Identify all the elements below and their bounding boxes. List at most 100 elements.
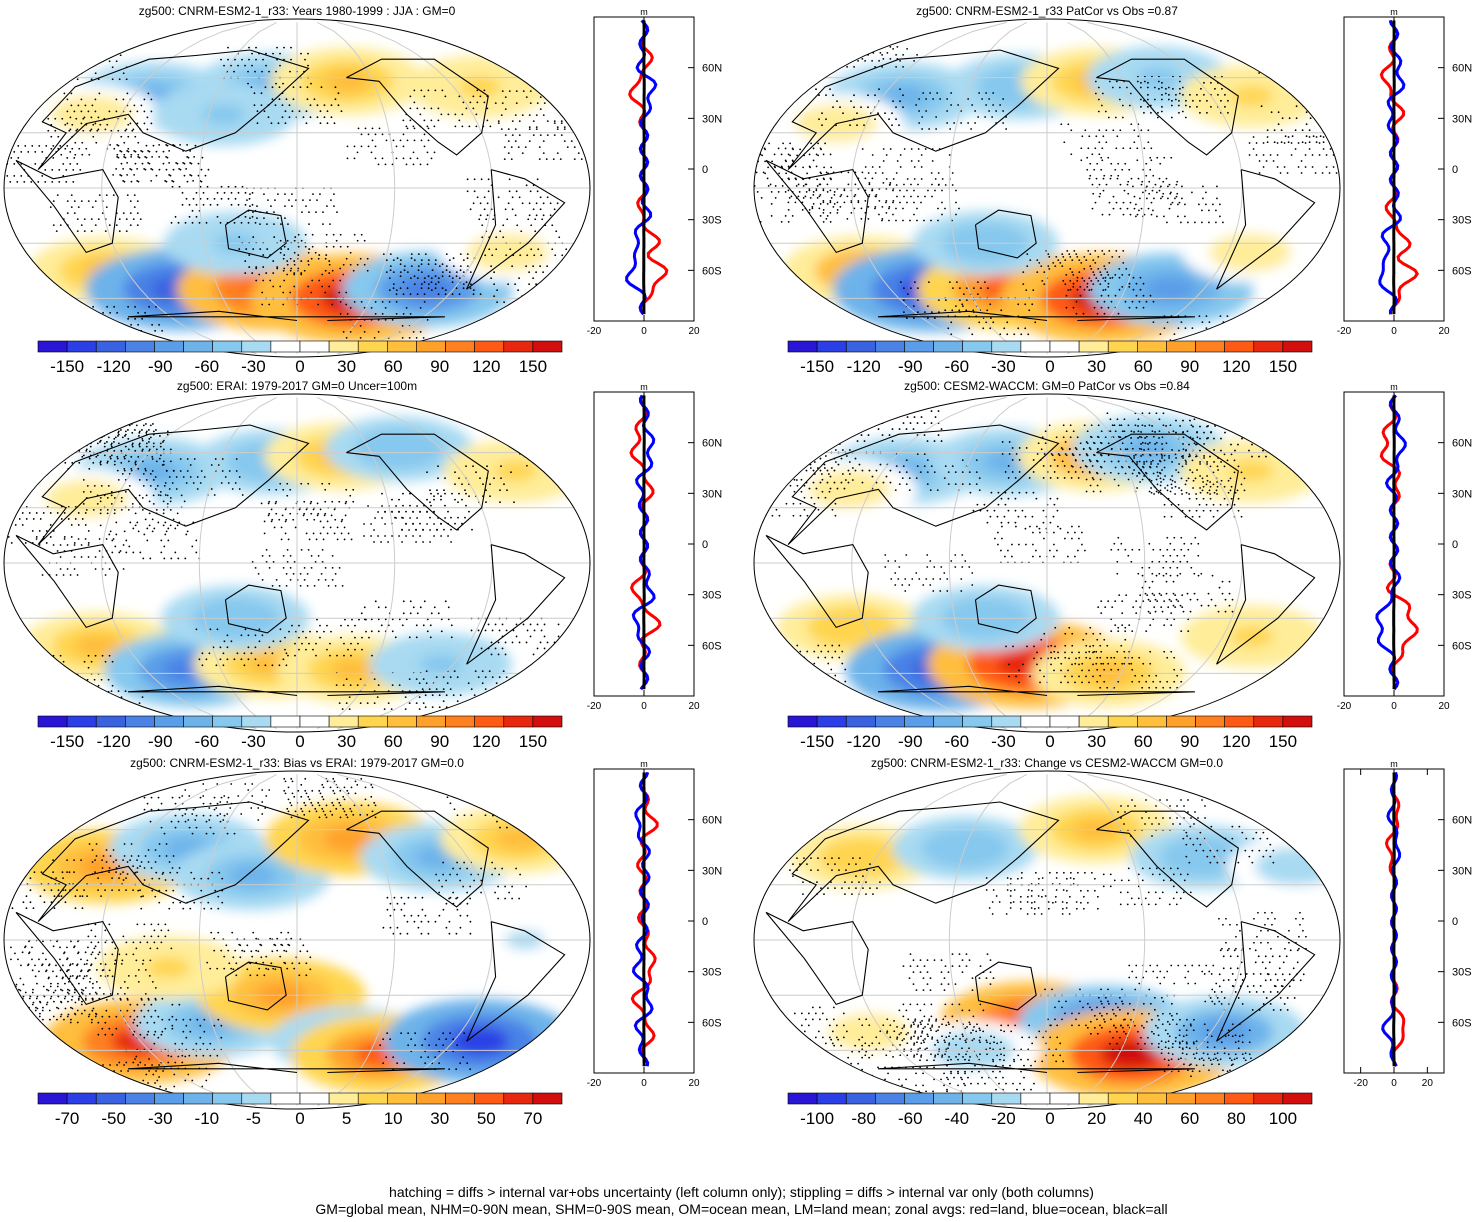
stipple-dot [917, 287, 919, 289]
stipple-dot [268, 489, 270, 491]
stipple-dot [114, 696, 116, 698]
stipple-dot [923, 220, 925, 222]
stipple-dot [1234, 471, 1236, 473]
stipple-dot [1263, 166, 1265, 168]
stipple-dot [503, 483, 505, 485]
stipple-dot [853, 54, 855, 56]
stipple-dot [796, 657, 798, 659]
stipple-dot [245, 216, 247, 218]
stipple-dot [178, 222, 180, 224]
stipple-dot [386, 259, 388, 261]
stipple-dot [113, 42, 115, 44]
stipple-dot [505, 108, 507, 110]
stipple-dot [66, 679, 68, 681]
stipple-dot [89, 458, 91, 460]
stipple-dot [281, 527, 283, 529]
stipple-dot [307, 260, 309, 262]
stipple-dot [806, 172, 808, 174]
stipple-dot [65, 421, 67, 423]
stipple-dot [485, 676, 487, 678]
stipple-dot [43, 512, 45, 514]
stipple-dot [831, 657, 833, 659]
stipple-dot [942, 178, 944, 180]
stipple-dot [1063, 424, 1065, 426]
stipple-dot [904, 590, 906, 592]
stipple-dot [533, 134, 535, 136]
stipple-dot [1103, 681, 1105, 683]
stipple-dot [757, 148, 759, 150]
stipple-dot [1099, 196, 1101, 198]
stipple-dot [1320, 123, 1322, 125]
stipple-dot [582, 48, 584, 50]
stipple-dot [208, 169, 210, 171]
stipple-dot [66, 145, 68, 147]
stipple-dot [1325, 42, 1327, 44]
stipple-dot [1199, 461, 1201, 463]
stipple-dot [25, 542, 27, 544]
stipple-dot [1318, 66, 1320, 68]
stipple-dot [465, 107, 467, 109]
stipple-dot [506, 700, 508, 702]
stipple-dot [555, 24, 557, 26]
stipple-dot [287, 264, 289, 266]
stipple-dot [1076, 280, 1078, 282]
stipple-dot [782, 479, 784, 481]
stipple-dot [829, 177, 831, 179]
stipple-dot [813, 160, 815, 162]
stipple-dot [358, 128, 360, 130]
stipple-dot [205, 175, 207, 177]
stipple-dot [1209, 489, 1211, 491]
stipple-dot [527, 218, 529, 220]
stipple-dot [534, 630, 536, 632]
stipple-dot [262, 266, 264, 268]
stipple-dot [1304, 54, 1306, 56]
stipple-dot [746, 154, 748, 156]
stipple-dot [389, 277, 391, 279]
stipple-dot [255, 268, 257, 270]
stipple-dot [248, 658, 250, 660]
stipple-dot [322, 211, 324, 213]
stipple-dot [867, 218, 869, 220]
stipple-dot [530, 54, 532, 56]
stipple-dot [39, 667, 41, 669]
stipple-dot [1172, 202, 1174, 204]
stipple-dot [898, 566, 900, 568]
stipple-dot [127, 124, 129, 126]
stipple-dot [45, 145, 47, 147]
stipple-dot [354, 158, 356, 160]
stipple-dot [851, 416, 853, 418]
stipple-dot [163, 500, 165, 502]
stipple-dot [426, 511, 428, 513]
stipple-dot [1130, 214, 1132, 216]
stipple-dot [904, 578, 906, 580]
stipple-dot [1162, 687, 1164, 689]
stipple-dot [321, 274, 323, 276]
stipple-dot [768, 479, 770, 481]
stipple-dot [858, 404, 860, 406]
stipple-dot [1160, 198, 1162, 200]
stipple-dot [757, 651, 759, 653]
stipple-dot [345, 515, 347, 517]
stipple-dot [953, 122, 955, 124]
stipple-dot [95, 568, 97, 570]
stipple-dot [1149, 157, 1151, 159]
stipple-dot [222, 458, 224, 460]
stipple-dot [138, 435, 140, 437]
stipple-dot [1100, 651, 1102, 653]
stipple-dot [545, 289, 547, 291]
stipple-dot [364, 264, 366, 266]
stipple-dot [508, 202, 510, 204]
stipple-dot [1283, 42, 1285, 44]
stipple-dot [125, 552, 127, 554]
stipple-dot [298, 234, 300, 236]
stipple-dot [156, 460, 158, 462]
stipple-dot [1208, 210, 1210, 212]
stipple-dot [875, 422, 877, 424]
stipple-dot [910, 184, 912, 186]
stipple-dot [425, 706, 427, 708]
stipple-dot [1170, 491, 1172, 493]
stipple-dot [1157, 483, 1159, 485]
lat-tick-label: 30S [1452, 215, 1472, 227]
